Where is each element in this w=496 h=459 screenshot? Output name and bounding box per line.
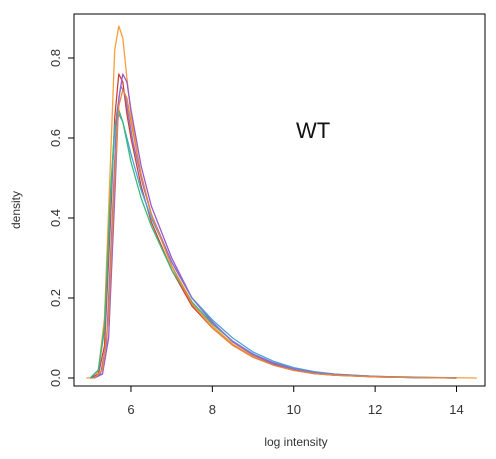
annotation-label: WT [296,118,330,143]
y-tick-label-3: 0.4 [48,209,63,227]
y-axis-label: density [9,191,23,229]
y-tick-label-5: 0.8 [48,49,63,67]
x-tick-label-1: 6 [127,402,134,417]
x-tick-label-2: 8 [209,402,216,417]
plot-frame [73,13,486,387]
axis-layer: 6 8 10 12 14 0.0 0.2 0.4 0.6 0.8 [48,49,464,417]
x-tick-label-5: 14 [449,402,463,417]
x-axis-label: log intensity [264,435,327,449]
y-tick-label-1: 0.0 [48,369,63,387]
series-layer [86,25,477,379]
y-tick-label-2: 0.2 [48,289,63,307]
x-tick-label-3: 10 [287,402,301,417]
density-series-7 [93,89,457,379]
x-tick-label-4: 12 [368,402,382,417]
y-tick-label-4: 0.6 [48,129,63,147]
density-series-6 [92,85,457,379]
